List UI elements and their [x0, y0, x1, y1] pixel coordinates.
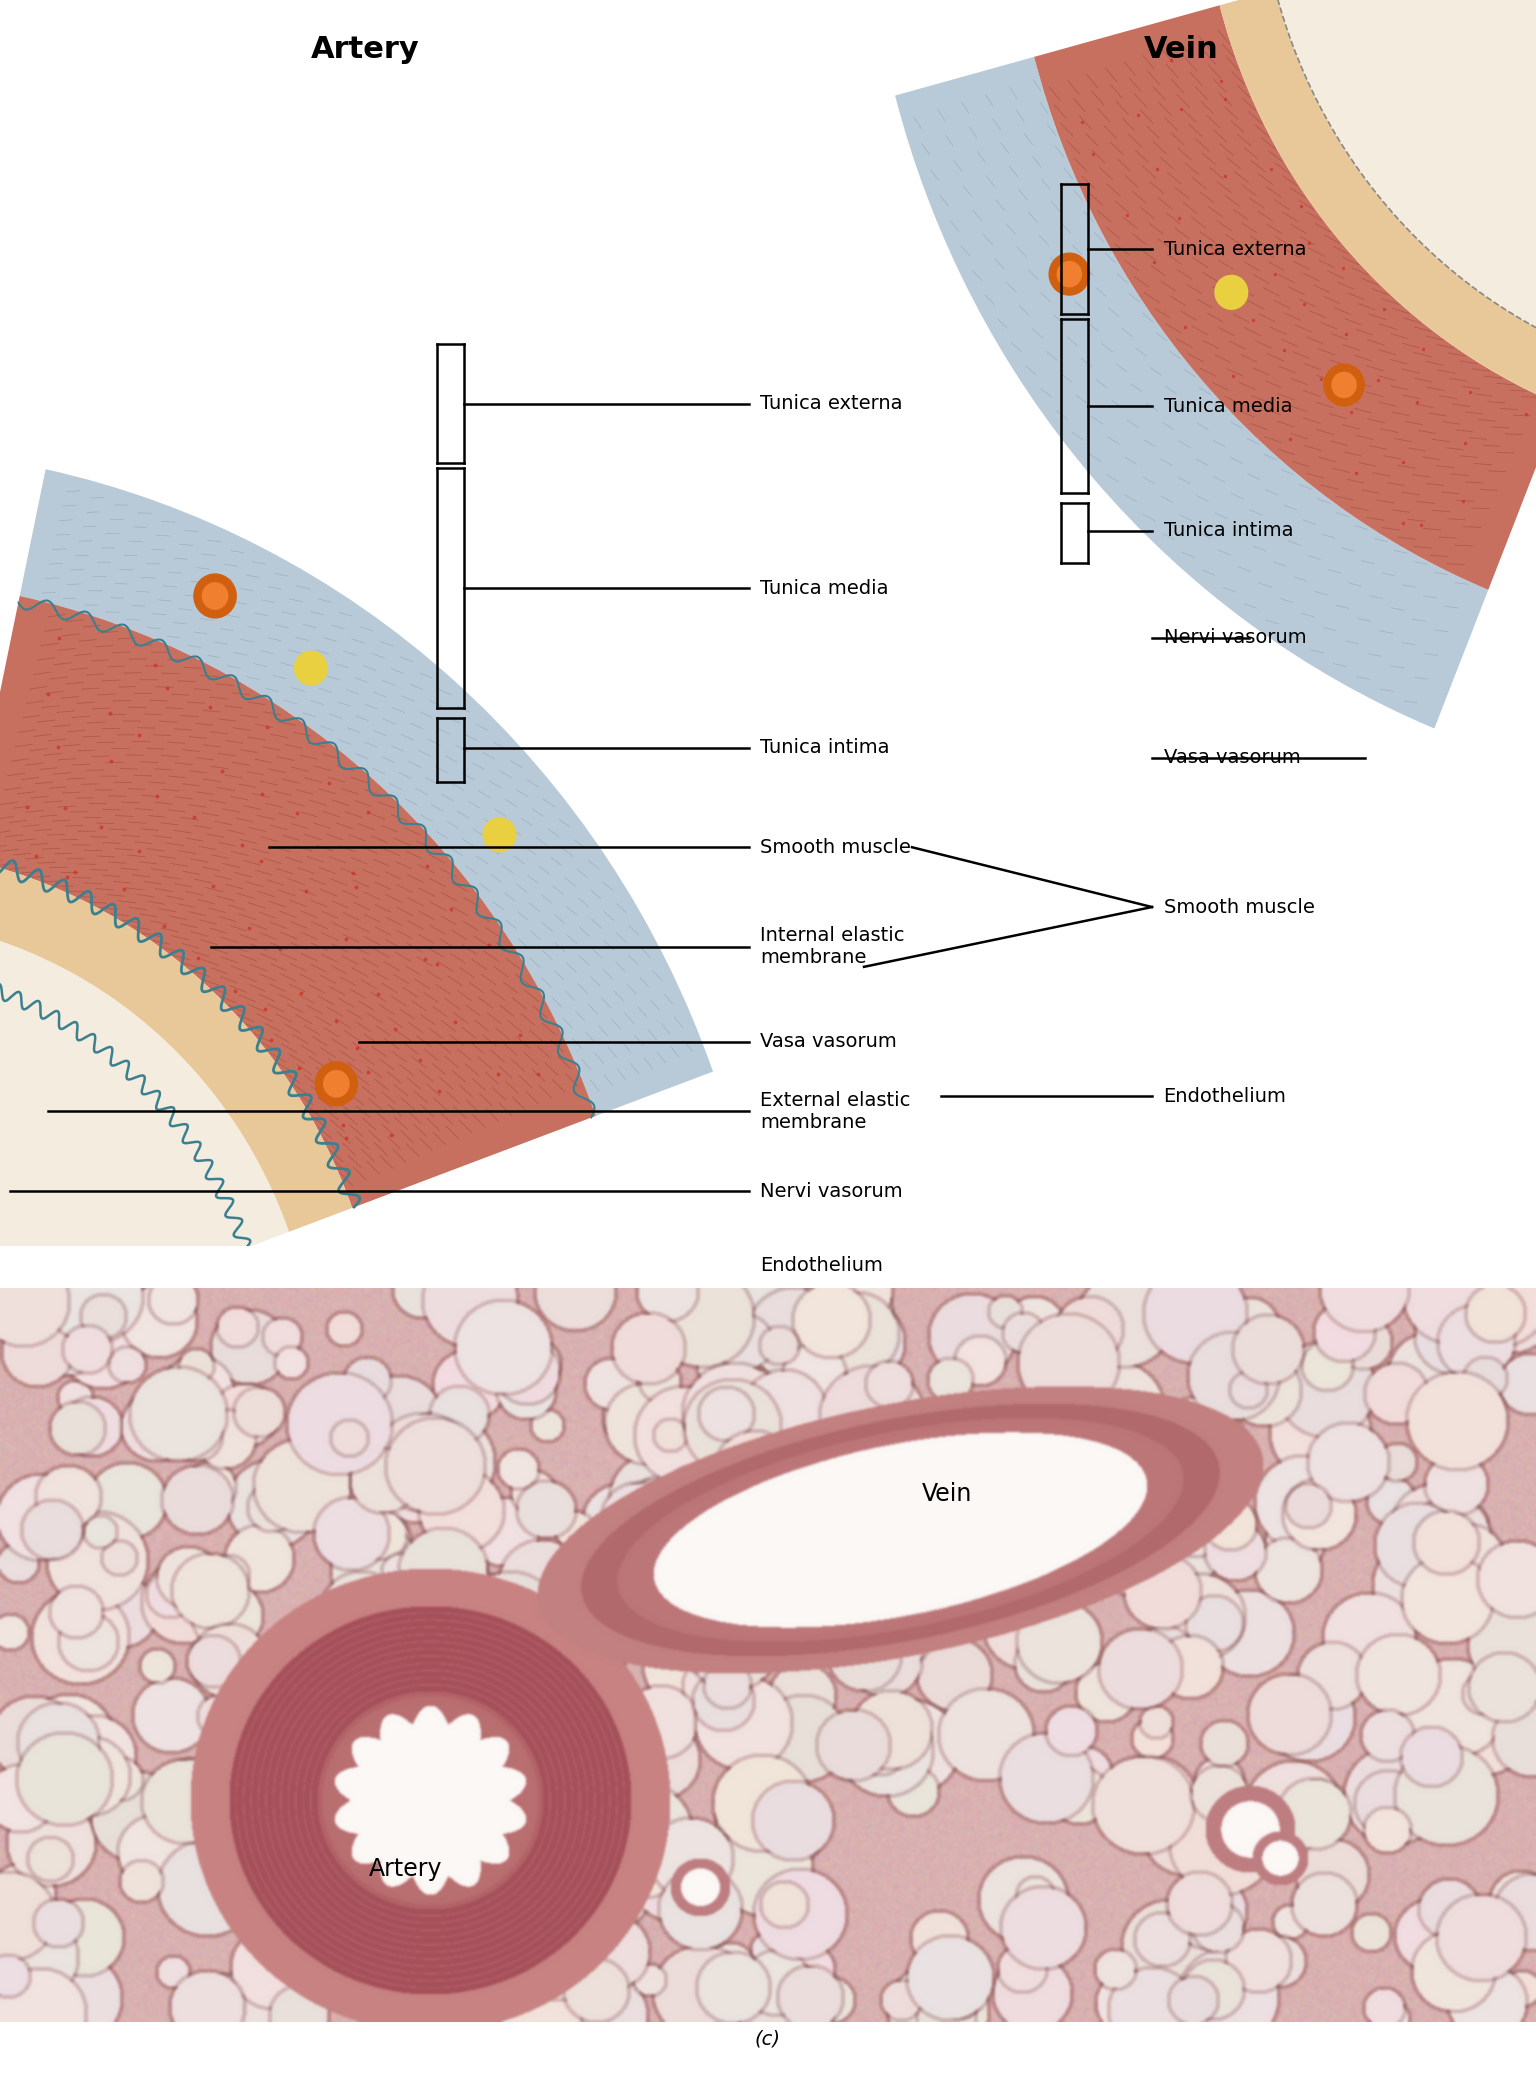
Text: Tunica externa: Tunica externa [760, 394, 903, 413]
Text: (a): (a) [275, 1376, 301, 1395]
Text: Internal elastic
membrane: Internal elastic membrane [760, 926, 905, 967]
Wedge shape [1275, 0, 1536, 350]
Text: Tunica intima: Tunica intima [1164, 521, 1293, 540]
Text: Tunica media: Tunica media [1164, 396, 1292, 417]
Circle shape [484, 819, 516, 852]
Text: Artery: Artery [310, 36, 419, 65]
Circle shape [1324, 364, 1364, 406]
Text: Tunica media: Tunica media [760, 578, 889, 597]
Circle shape [1215, 276, 1247, 310]
Wedge shape [0, 928, 289, 1395]
Circle shape [324, 1070, 349, 1097]
Text: Endothelium: Endothelium [760, 1256, 883, 1275]
Text: Vasa vasorum: Vasa vasorum [760, 1032, 897, 1051]
Circle shape [295, 651, 327, 685]
Circle shape [1049, 253, 1089, 295]
Text: (b): (b) [1091, 1376, 1118, 1395]
Wedge shape [1034, 6, 1536, 591]
Text: Vein: Vein [1143, 36, 1218, 65]
Wedge shape [20, 469, 713, 1116]
Text: Elastic fiber: Elastic fiber [760, 1321, 876, 1340]
Text: Tunica intima: Tunica intima [760, 737, 889, 758]
Circle shape [315, 1062, 358, 1106]
Text: Nervi vasorum: Nervi vasorum [1164, 628, 1306, 647]
Text: Smooth muscle: Smooth muscle [760, 838, 911, 856]
Wedge shape [895, 57, 1488, 729]
Wedge shape [0, 859, 352, 1231]
Text: Smooth muscle: Smooth muscle [1164, 898, 1315, 917]
Circle shape [1057, 262, 1081, 287]
Text: Vasa vasorum: Vasa vasorum [1164, 748, 1301, 766]
Text: Vein: Vein [922, 1483, 972, 1506]
Text: Tunica externa: Tunica externa [1164, 239, 1306, 260]
Circle shape [194, 574, 237, 618]
Circle shape [203, 582, 227, 609]
Text: Endothelium: Endothelium [1164, 1087, 1286, 1106]
Circle shape [1332, 373, 1356, 398]
Wedge shape [0, 597, 596, 1208]
Text: External elastic
membrane: External elastic membrane [760, 1091, 911, 1133]
Text: Artery: Artery [369, 1857, 442, 1880]
Wedge shape [1220, 0, 1536, 404]
Text: (c): (c) [756, 2029, 780, 2048]
Text: Nervi vasorum: Nervi vasorum [760, 1181, 903, 1200]
